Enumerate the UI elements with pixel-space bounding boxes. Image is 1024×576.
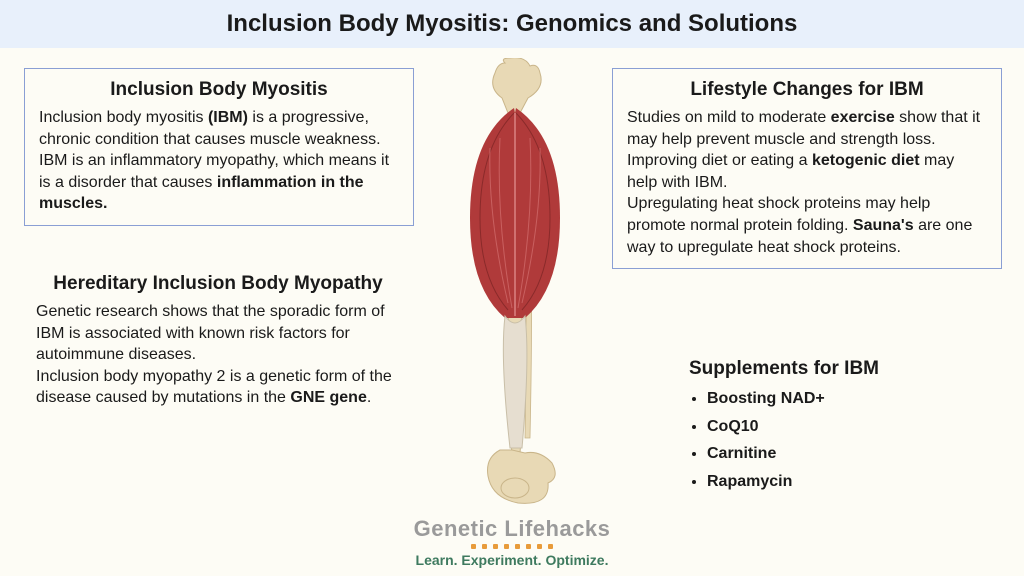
brand-dots <box>0 544 1024 549</box>
calf-muscle-illustration <box>430 58 600 508</box>
section-ibm-title: Inclusion Body Myositis <box>39 79 399 101</box>
brand-tagline: Learn. Experiment. Optimize. <box>0 552 1024 568</box>
page-title: Inclusion Body Myositis: Genomics and So… <box>0 10 1024 38</box>
list-item: CoQ10 <box>707 414 971 440</box>
section-lifestyle-body: Studies on mild to moderate exercise sho… <box>627 107 987 258</box>
section-hereditary-title: Hereditary Inclusion Body Myopathy <box>36 273 400 295</box>
content-area: Inclusion Body Myositis Inclusion body m… <box>0 48 1024 576</box>
brand-footer: Genetic Lifehacks Learn. Experiment. Opt… <box>0 516 1024 568</box>
section-lifestyle-title: Lifestyle Changes for IBM <box>627 79 987 101</box>
section-hereditary-body: Genetic research shows that the sporadic… <box>36 301 400 409</box>
list-item: Rapamycin <box>707 469 971 495</box>
section-supplements-title: Supplements for IBM <box>679 358 971 380</box>
page-header: Inclusion Body Myositis: Genomics and So… <box>0 0 1024 48</box>
list-item: Boosting NAD+ <box>707 386 971 412</box>
section-ibm-body: Inclusion body myositis (IBM) is a progr… <box>39 107 399 215</box>
supplements-list: Boosting NAD+ CoQ10 Carnitine Rapamycin <box>679 386 971 494</box>
section-supplements: Supplements for IBM Boosting NAD+ CoQ10 … <box>665 348 985 506</box>
section-hereditary: Hereditary Inclusion Body Myopathy Genet… <box>22 263 414 419</box>
list-item: Carnitine <box>707 441 971 467</box>
section-ibm: Inclusion Body Myositis Inclusion body m… <box>24 68 414 226</box>
brand-name: Genetic Lifehacks <box>0 516 1024 542</box>
section-lifestyle: Lifestyle Changes for IBM Studies on mil… <box>612 68 1002 269</box>
